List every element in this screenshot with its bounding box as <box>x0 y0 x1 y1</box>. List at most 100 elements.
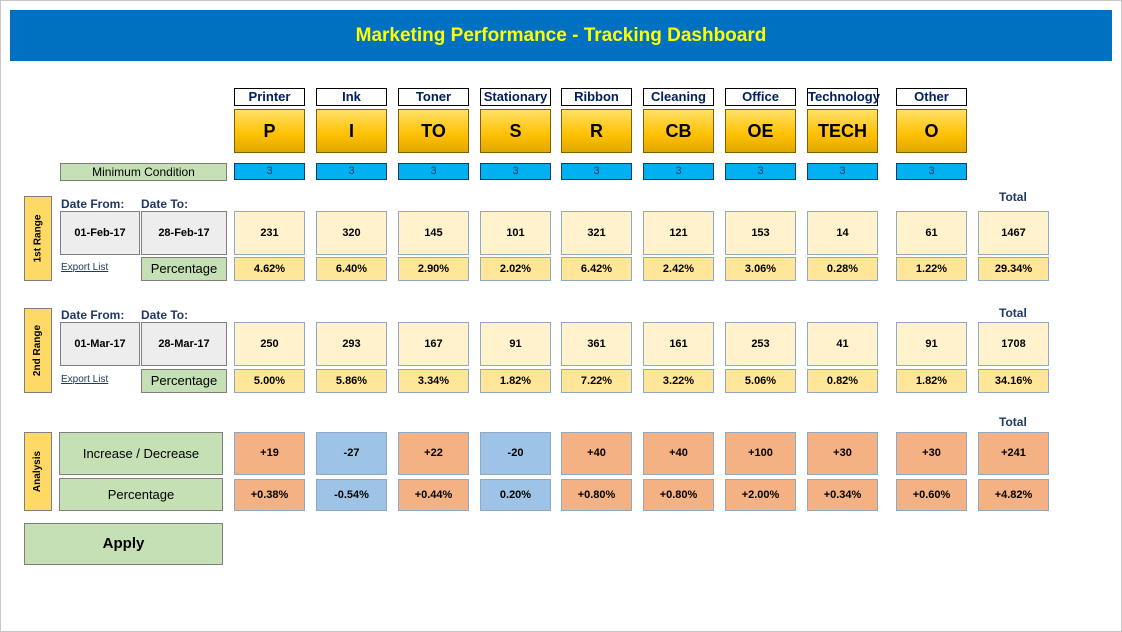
analysis-total-percentage: +4.82% <box>978 479 1049 511</box>
analysis-change-percentage: +0.44% <box>398 479 469 511</box>
range2-percentage: 5.06% <box>725 369 796 393</box>
category-code-button[interactable]: O <box>896 109 967 153</box>
category-header: Printer <box>234 88 305 106</box>
analysis-change-value: -20 <box>480 432 551 475</box>
analysis-percentage-label: Percentage <box>59 478 223 511</box>
analysis-change-percentage: +0.80% <box>643 479 714 511</box>
category-code-button[interactable]: TO <box>398 109 469 153</box>
range2-value: 161 <box>643 322 714 366</box>
category-code-button[interactable]: OE <box>725 109 796 153</box>
range2-value: 91 <box>480 322 551 366</box>
min-condition-input[interactable]: 3 <box>234 163 305 180</box>
apply-button[interactable]: Apply <box>24 523 223 565</box>
analysis-total-value: +241 <box>978 432 1049 475</box>
category-header: Ink <box>316 88 387 106</box>
category-header: Ribbon <box>561 88 632 106</box>
analysis-change-percentage: -0.54% <box>316 479 387 511</box>
range2-value: 41 <box>807 322 878 366</box>
range2-percentage: 7.22% <box>561 369 632 393</box>
range2-value: 293 <box>316 322 387 366</box>
range1-value: 320 <box>316 211 387 255</box>
range1-value: 101 <box>480 211 551 255</box>
analysis-change-value: +40 <box>561 432 632 475</box>
analysis-change-value: -27 <box>316 432 387 475</box>
range2-percentage: 5.00% <box>234 369 305 393</box>
min-condition-input[interactable]: 3 <box>725 163 796 180</box>
category-header: Toner <box>398 88 469 106</box>
range1-percentage-label: Percentage <box>141 257 227 281</box>
range2-percentage: 3.22% <box>643 369 714 393</box>
range1-value: 231 <box>234 211 305 255</box>
range2-percentage-label: Percentage <box>141 369 227 393</box>
range2-value: 250 <box>234 322 305 366</box>
min-condition-input[interactable]: 3 <box>896 163 967 180</box>
range2-date-from-field[interactable]: 01-Mar-17 <box>60 322 140 366</box>
analysis-change-percentage: +0.38% <box>234 479 305 511</box>
range1-value: 145 <box>398 211 469 255</box>
min-condition-input[interactable]: 3 <box>480 163 551 180</box>
increase-decrease-label: Increase / Decrease <box>59 432 223 475</box>
range1-value: 61 <box>896 211 967 255</box>
title-banner: Marketing Performance - Tracking Dashboa… <box>10 10 1112 61</box>
range2-percentage: 1.82% <box>480 369 551 393</box>
page-title: Marketing Performance - Tracking Dashboa… <box>355 24 767 46</box>
range1-percentage: 2.42% <box>643 257 714 281</box>
analysis-side-label: Analysis <box>24 432 52 511</box>
min-condition-input[interactable]: 3 <box>398 163 469 180</box>
range2-export-link[interactable]: Export List <box>61 374 109 385</box>
range1-percentage: 1.22% <box>896 257 967 281</box>
range2-percentage: 5.86% <box>316 369 387 393</box>
analysis-change-value: +40 <box>643 432 714 475</box>
range1-percentage: 3.06% <box>725 257 796 281</box>
range1-percentage: 6.42% <box>561 257 632 281</box>
range1-total-value: 1467 <box>978 211 1049 255</box>
analysis-change-value: +19 <box>234 432 305 475</box>
range2-value: 167 <box>398 322 469 366</box>
min-condition-input[interactable]: 3 <box>807 163 878 180</box>
analysis-change-percentage: +2.00% <box>725 479 796 511</box>
range2-date-to-label: Date To: <box>141 308 189 322</box>
analysis-change-percentage: +0.34% <box>807 479 878 511</box>
range1-date-to-field[interactable]: 28-Feb-17 <box>141 211 227 255</box>
range2-date-to-field[interactable]: 28-Mar-17 <box>141 322 227 366</box>
category-code-button[interactable]: P <box>234 109 305 153</box>
range1-date-to-label: Date To: <box>141 197 189 211</box>
range1-side-label: 1st Range <box>24 196 52 281</box>
min-condition-label: Minimum Condition <box>60 163 227 181</box>
category-code-button[interactable]: I <box>316 109 387 153</box>
analysis-change-value: +30 <box>896 432 967 475</box>
analysis-change-percentage: +0.80% <box>561 479 632 511</box>
category-header: Cleaning <box>643 88 714 106</box>
min-condition-input[interactable]: 3 <box>561 163 632 180</box>
min-condition-input[interactable]: 3 <box>316 163 387 180</box>
category-code-button[interactable]: R <box>561 109 632 153</box>
range2-total-label: Total <box>999 306 1027 320</box>
range2-value: 361 <box>561 322 632 366</box>
min-condition-input[interactable]: 3 <box>643 163 714 180</box>
range2-side-label: 2nd Range <box>24 308 52 393</box>
range1-percentage: 0.28% <box>807 257 878 281</box>
analysis-change-value: +22 <box>398 432 469 475</box>
range1-export-link[interactable]: Export List <box>61 262 109 273</box>
category-header: Technology <box>807 88 880 106</box>
range1-percentage: 4.62% <box>234 257 305 281</box>
category-code-button[interactable]: CB <box>643 109 714 153</box>
category-code-button[interactable]: S <box>480 109 551 153</box>
range2-date-from-label: Date From: <box>61 308 125 322</box>
analysis-change-percentage: +0.60% <box>896 479 967 511</box>
range1-percentage: 6.40% <box>316 257 387 281</box>
analysis-total-label: Total <box>999 415 1027 429</box>
range1-value: 153 <box>725 211 796 255</box>
range2-total-percentage: 34.16% <box>978 369 1049 393</box>
category-header: Stationary <box>480 88 551 106</box>
range1-date-from-field[interactable]: 01-Feb-17 <box>60 211 140 255</box>
range2-value: 91 <box>896 322 967 366</box>
category-header: Other <box>896 88 967 106</box>
category-code-button[interactable]: TECH <box>807 109 878 153</box>
range2-percentage: 1.82% <box>896 369 967 393</box>
range1-date-from-label: Date From: <box>61 197 125 211</box>
range1-value: 121 <box>643 211 714 255</box>
range1-value: 14 <box>807 211 878 255</box>
range1-value: 321 <box>561 211 632 255</box>
range1-total-percentage: 29.34% <box>978 257 1049 281</box>
